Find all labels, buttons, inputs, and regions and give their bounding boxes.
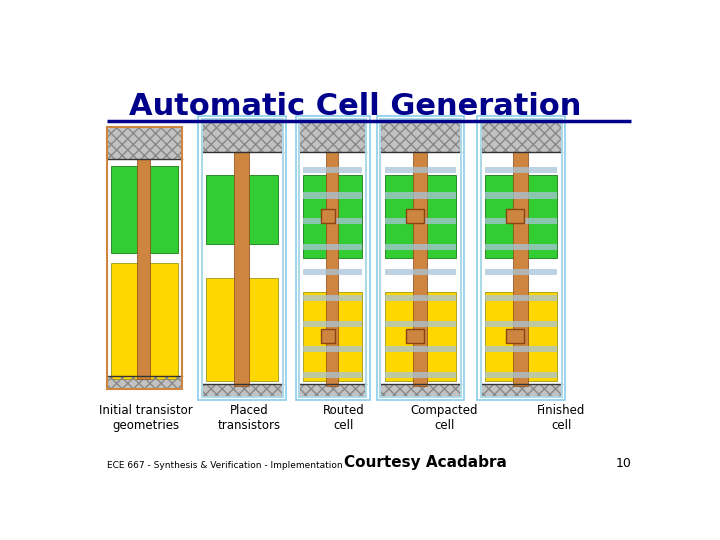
Bar [207,174,278,244]
Bar [137,159,150,379]
Bar [112,264,178,379]
Bar [112,166,178,253]
Bar [485,218,557,224]
Bar [303,167,362,173]
Text: 10: 10 [616,457,631,470]
Bar [481,119,562,152]
Bar [303,346,362,352]
Bar [385,346,456,352]
Text: ECE 667 - Synthesis & Verification - Implementation: ECE 667 - Synthesis & Verification - Imp… [107,461,343,470]
Text: Finished
cell: Finished cell [537,404,585,431]
Bar [303,244,362,250]
Bar [303,269,362,275]
Bar [385,292,456,381]
Bar [481,119,562,397]
Bar [107,127,182,389]
Bar [380,119,461,397]
Bar [485,346,557,352]
Bar [303,372,362,378]
Bar [477,116,565,400]
Bar [107,127,182,159]
Bar [234,152,248,386]
Bar [320,329,336,343]
Bar [380,383,461,397]
Bar [326,152,338,386]
Bar [198,116,286,400]
Bar [300,119,366,397]
Bar [303,174,362,258]
Bar [485,174,557,258]
Bar [107,376,182,389]
Text: Placed
transistors: Placed transistors [217,404,281,431]
Bar [485,372,557,378]
Bar [380,119,461,397]
Bar [320,210,336,224]
Bar [485,269,557,275]
Bar [385,167,456,173]
Bar [485,321,557,327]
Bar [385,244,456,250]
Bar [202,119,282,152]
Bar [300,119,366,152]
Bar [300,119,366,397]
Bar [202,119,282,397]
Bar [377,116,464,400]
Bar [485,192,557,199]
Bar [481,119,562,397]
Text: Initial transistor
geometries: Initial transistor geometries [99,404,193,431]
Bar [485,244,557,250]
Bar [413,152,427,386]
Bar [513,152,528,386]
Bar [506,210,524,224]
Bar [380,119,461,152]
Bar [406,329,424,343]
Text: Automatic Cell Generation: Automatic Cell Generation [129,92,582,121]
Bar [202,119,282,152]
Bar [207,278,278,381]
Bar [303,295,362,301]
Bar [380,119,461,152]
Bar [481,119,562,152]
Bar [385,295,456,301]
Bar [385,192,456,199]
Bar [303,192,362,199]
Bar [202,383,282,397]
Bar [296,116,369,400]
Bar [485,292,557,381]
Bar [481,383,562,397]
Bar [107,127,182,389]
Bar [300,383,366,397]
Bar [300,383,366,397]
Bar [385,218,456,224]
Bar [107,127,182,159]
Bar [107,376,182,389]
Bar [303,218,362,224]
Bar [506,329,524,343]
Bar [485,167,557,173]
Bar [485,295,557,301]
Bar [303,321,362,327]
Bar [300,119,366,152]
Bar [385,321,456,327]
Bar [385,269,456,275]
Bar [406,210,424,224]
Bar [202,119,282,397]
Bar [385,372,456,378]
Bar [303,292,362,381]
Bar [385,174,456,258]
Bar [481,383,562,397]
Text: Compacted
cell: Compacted cell [410,404,478,431]
Bar [380,383,461,397]
Bar [202,383,282,397]
Text: Routed
cell: Routed cell [323,404,365,431]
Text: Courtesy Acadabra: Courtesy Acadabra [344,455,507,470]
